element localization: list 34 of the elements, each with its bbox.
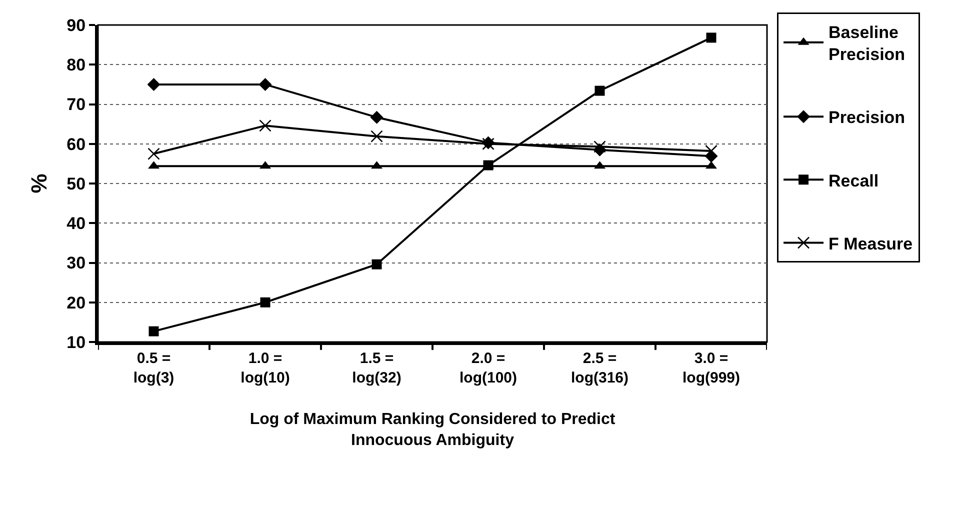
point — [370, 110, 384, 124]
x-tick-label: 3.0 = log(999) — [682, 350, 740, 386]
x-tick-label: 0.5 = log(3) — [133, 350, 174, 386]
point — [260, 297, 270, 308]
x-tick-label: 2.0 = log(100) — [459, 350, 518, 386]
point — [706, 32, 716, 43]
x-tick-label: 2.5 = log(316) — [570, 350, 629, 386]
point — [147, 78, 160, 91]
y-axis-title: % — [26, 174, 52, 194]
point — [594, 86, 605, 96]
x-tick-label: 1.5 = log(32) — [352, 350, 402, 386]
y-tick-label: 20 — [66, 293, 86, 312]
legend-label: Precision — [828, 108, 906, 128]
legend-label: Baseline Precision — [828, 23, 906, 64]
point — [594, 140, 606, 153]
y-tick-label: 80 — [66, 56, 86, 75]
point — [259, 120, 272, 132]
point — [705, 144, 718, 158]
x-axis-title: Log of Maximum Ranking Considered to Predict Innocuous Ambiguity — [250, 411, 616, 449]
point — [370, 130, 383, 142]
legend-label: Recall — [828, 171, 879, 190]
y-tick-label: 90 — [66, 16, 86, 35]
y-tick-label: 40 — [66, 214, 86, 234]
point — [148, 148, 160, 160]
y-tick-label: 60 — [66, 134, 86, 154]
legend-label: F Measure — [828, 234, 913, 254]
point — [258, 78, 272, 91]
x-tick-label: 1.0 = log(10) — [240, 350, 290, 386]
y-tick-label: 50 — [66, 174, 86, 194]
y-tick-label: 10 — [66, 332, 86, 352]
point — [148, 326, 159, 336]
point — [372, 259, 382, 270]
y-tick-label: 70 — [66, 95, 86, 114]
y-tick-label: 30 — [66, 254, 86, 273]
